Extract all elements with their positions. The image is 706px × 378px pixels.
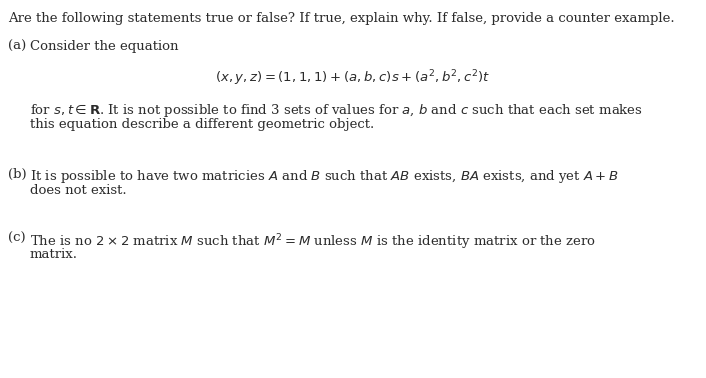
Text: Consider the equation: Consider the equation (30, 40, 179, 53)
Text: does not exist.: does not exist. (30, 184, 126, 197)
Text: for $s, t \in \mathbf{R}$. It is not possible to find 3 sets of values for $a$, : for $s, t \in \mathbf{R}$. It is not pos… (30, 102, 643, 119)
Text: (c): (c) (8, 232, 25, 245)
Text: It is possible to have two matricies $A$ and $B$ such that $AB$ exists, $BA$ exi: It is possible to have two matricies $A$… (30, 168, 619, 185)
Text: (a): (a) (8, 40, 26, 53)
Text: The is no $2 \times 2$ matrix $M$ such that $M^2 = M$ unless $M$ is the identity: The is no $2 \times 2$ matrix $M$ such t… (30, 232, 596, 252)
Text: Are the following statements true or false? If true, explain why. If false, prov: Are the following statements true or fal… (8, 12, 675, 25)
Text: matrix.: matrix. (30, 248, 78, 261)
Text: $(x, y, z) = (1, 1, 1) + (a, b, c)s + (a^2, b^2, c^2)t$: $(x, y, z) = (1, 1, 1) + (a, b, c)s + (a… (215, 68, 491, 88)
Text: (b): (b) (8, 168, 27, 181)
Text: this equation describe a different geometric object.: this equation describe a different geome… (30, 118, 374, 131)
